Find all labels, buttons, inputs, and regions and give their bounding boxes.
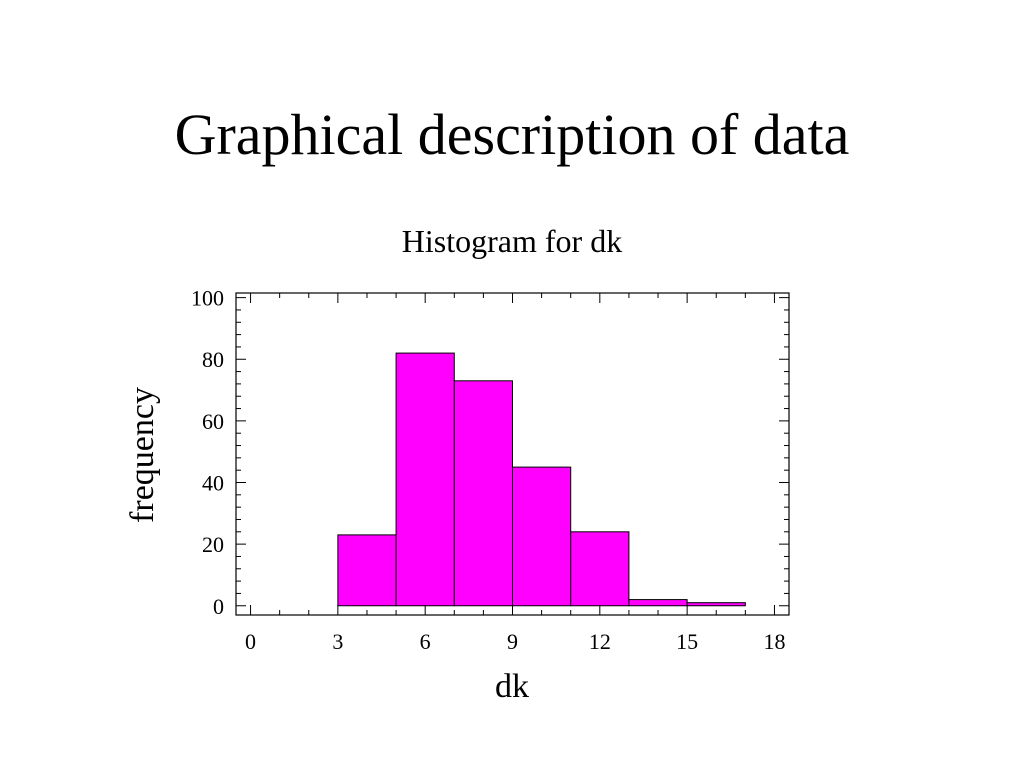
x-tick-labels: 0 3 6 9 12 15 18 [245, 629, 785, 654]
x-tick-label: 0 [245, 629, 256, 654]
y-tick-label: 60 [202, 409, 224, 434]
y-tick-label: 80 [202, 347, 224, 372]
x-tick-label: 3 [332, 629, 343, 654]
histogram-bar-6 [686, 602, 746, 607]
histogram-bar-3 [512, 466, 572, 607]
chart-title: Histogram for dk [402, 223, 622, 259]
histogram-bar-1 [395, 352, 455, 607]
y-tick-labels: 0 20 40 60 80 100 [191, 286, 224, 619]
histogram-bar-4 [570, 531, 630, 607]
y-tick-label: 40 [202, 471, 224, 496]
histogram-bar-5 [628, 599, 688, 607]
y-tick-label: 20 [202, 532, 224, 557]
ticks-layer [236, 293, 789, 615]
x-tick-label: 9 [507, 629, 518, 654]
x-tick-label: 12 [589, 629, 611, 654]
y-tick-label: 0 [213, 594, 224, 619]
x-tick-label: 6 [420, 629, 431, 654]
y-tick-label: 100 [191, 286, 224, 311]
x-tick-label: 18 [763, 629, 785, 654]
slide-title: Graphical description of data [174, 102, 850, 167]
bars-layer [337, 352, 746, 607]
histogram-bar-2 [453, 380, 513, 607]
y-axis-title: frequency [124, 387, 161, 523]
x-tick-label: 15 [676, 629, 698, 654]
histogram-bar-0 [337, 534, 397, 607]
x-axis-title: dk [495, 668, 529, 705]
